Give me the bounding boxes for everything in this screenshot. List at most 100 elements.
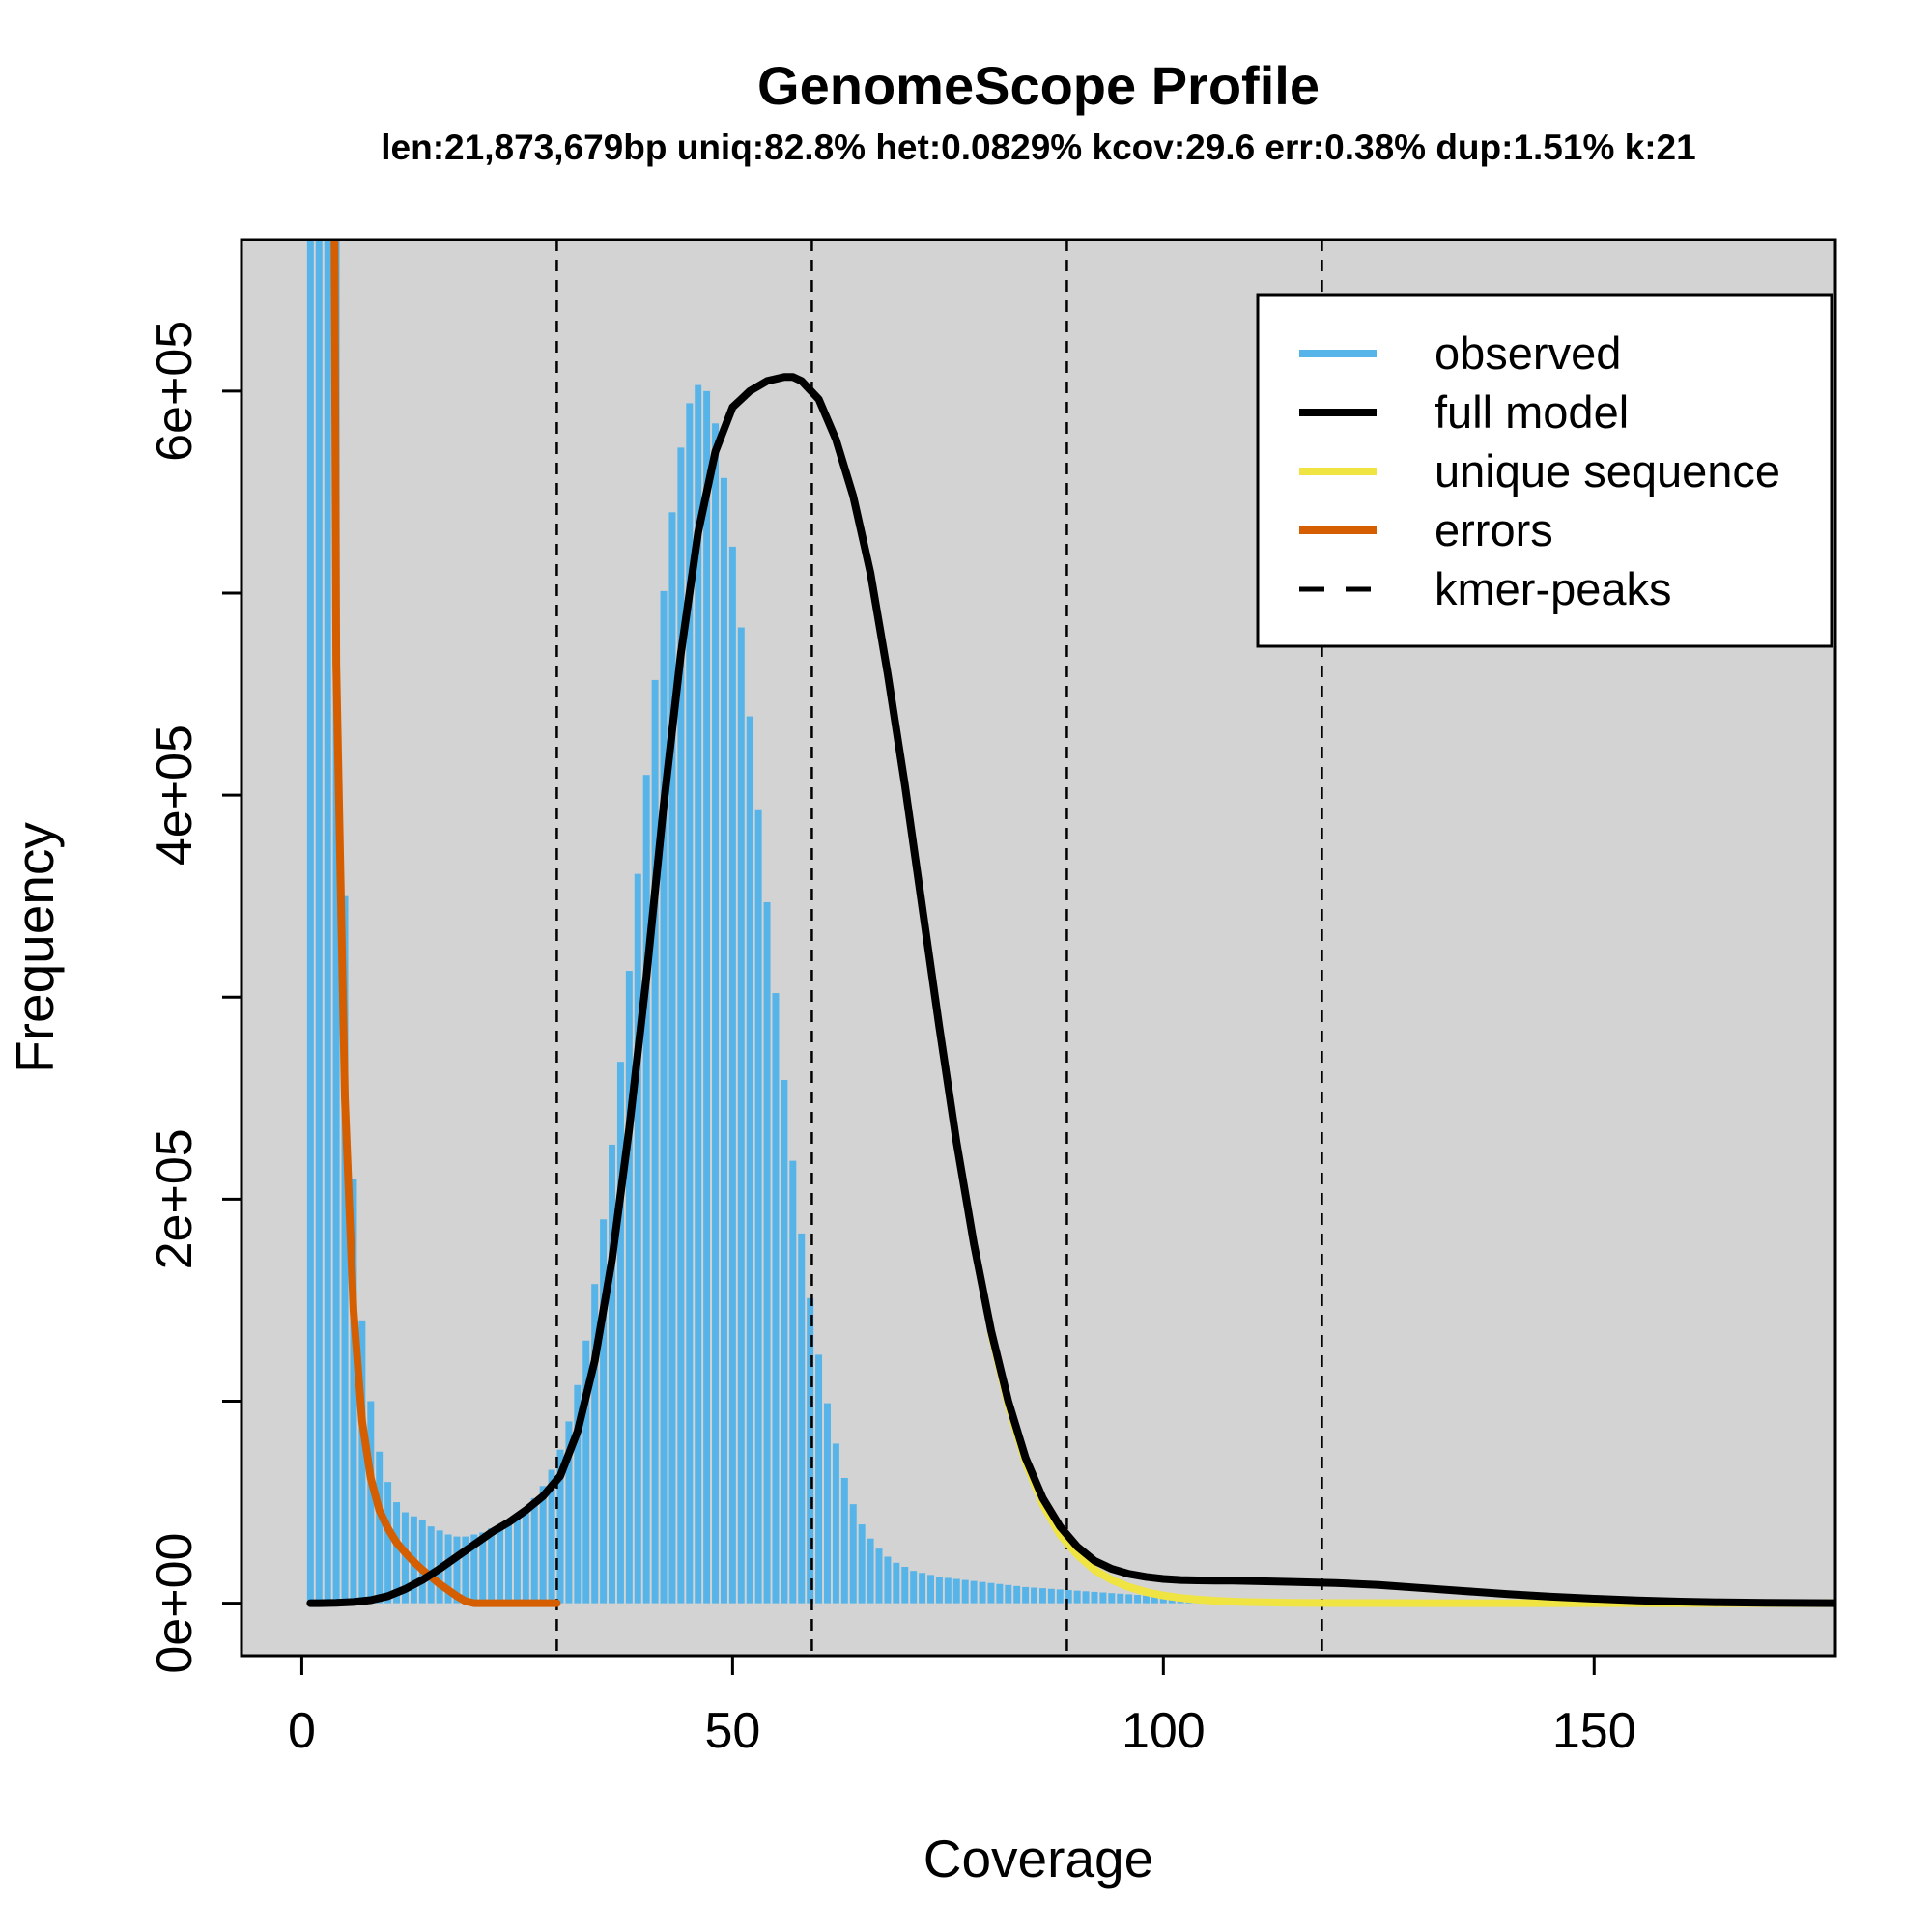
observed-bar bbox=[548, 1469, 555, 1604]
observed-bar bbox=[651, 679, 659, 1604]
y-tick-label: 4e+05 bbox=[147, 724, 203, 866]
observed-bars bbox=[306, 240, 1719, 1604]
observed-bar bbox=[867, 1538, 874, 1604]
observed-bar bbox=[427, 1526, 435, 1604]
observed-bar bbox=[1065, 1590, 1072, 1604]
observed-bar bbox=[668, 512, 676, 1604]
legend-label: observed bbox=[1435, 327, 1621, 379]
observed-bar bbox=[1005, 1584, 1012, 1604]
observed-bar bbox=[1091, 1591, 1098, 1604]
observed-bar bbox=[634, 873, 641, 1604]
observed-bar bbox=[453, 1536, 461, 1604]
y-tick-label: 6e+05 bbox=[147, 321, 203, 462]
observed-bar bbox=[1013, 1585, 1021, 1604]
observed-bar bbox=[763, 901, 771, 1604]
observed-bar bbox=[910, 1571, 918, 1604]
observed-bar bbox=[944, 1577, 952, 1604]
observed-bar bbox=[530, 1497, 538, 1604]
observed-bar bbox=[306, 240, 314, 1604]
observed-bar bbox=[462, 1536, 469, 1604]
full-model-line bbox=[306, 373, 1835, 1607]
observed-bar bbox=[952, 1578, 960, 1604]
model-lines bbox=[306, 240, 1835, 1607]
y-axis-label: Frequency bbox=[5, 822, 65, 1073]
observed-bar bbox=[901, 1566, 909, 1604]
unique-sequence-line bbox=[986, 1328, 1835, 1607]
observed-bar bbox=[582, 1340, 590, 1604]
observed-bar bbox=[350, 1179, 357, 1604]
observed-bar bbox=[513, 1514, 521, 1604]
observed-bar bbox=[781, 1079, 788, 1604]
observed-bar bbox=[556, 1449, 564, 1604]
observed-bar bbox=[1047, 1588, 1055, 1604]
observed-bar bbox=[970, 1580, 978, 1604]
observed-bar bbox=[1159, 1596, 1167, 1604]
observed-bar bbox=[616, 1062, 624, 1604]
observed-bar bbox=[358, 1320, 366, 1604]
x-tick-label: 0 bbox=[288, 1703, 316, 1759]
observed-bar bbox=[772, 993, 780, 1604]
observed-bar bbox=[444, 1534, 452, 1604]
observed-bar bbox=[815, 1354, 823, 1604]
observed-bar bbox=[754, 809, 762, 1604]
kmer-peak-lines bbox=[555, 240, 1323, 1656]
observed-bar bbox=[893, 1562, 900, 1604]
observed-bar bbox=[539, 1486, 547, 1604]
observed-bar bbox=[1073, 1590, 1081, 1604]
observed-bar bbox=[824, 1403, 831, 1604]
observed-bar bbox=[1022, 1586, 1030, 1604]
observed-bar bbox=[807, 1297, 814, 1604]
observed-bar bbox=[609, 1144, 615, 1604]
observed-bar bbox=[505, 1520, 512, 1604]
observed-bar bbox=[961, 1579, 969, 1604]
observed-bar bbox=[341, 895, 349, 1604]
observed-bar bbox=[591, 1284, 599, 1604]
y-tick-label: 2e+05 bbox=[147, 1128, 203, 1269]
observed-bar bbox=[875, 1548, 883, 1604]
observed-bar bbox=[488, 1528, 496, 1604]
legend-label: kmer-peaks bbox=[1435, 563, 1672, 614]
observed-bar bbox=[737, 627, 745, 1604]
observed-bar bbox=[393, 1502, 401, 1604]
plot-area bbox=[306, 240, 1835, 1656]
observed-bar bbox=[1134, 1595, 1142, 1604]
observed-bar bbox=[574, 1384, 582, 1604]
observed-bar bbox=[798, 1233, 806, 1604]
x-axis: 0 50 100 150 bbox=[288, 1656, 1636, 1759]
observed-bar bbox=[332, 240, 340, 1604]
observed-bar bbox=[927, 1575, 934, 1604]
observed-bar bbox=[840, 1477, 848, 1604]
observed-bar bbox=[1038, 1588, 1046, 1604]
observed-bar bbox=[858, 1524, 866, 1604]
observed-bar bbox=[789, 1160, 797, 1604]
observed-bar bbox=[642, 775, 650, 1604]
observed-bar bbox=[315, 240, 323, 1604]
errors-line bbox=[330, 240, 561, 1607]
chart-subtitle: len:21,873,679bp uniq:82.8% het:0.0829% … bbox=[381, 128, 1695, 167]
observed-bar bbox=[1143, 1595, 1150, 1604]
observed-bar bbox=[418, 1520, 426, 1604]
legend-label: errors bbox=[1435, 504, 1553, 555]
observed-bar bbox=[1082, 1591, 1090, 1604]
observed-bar bbox=[832, 1443, 839, 1604]
observed-bar bbox=[728, 546, 736, 1604]
legend: observed full model unique sequence errors k… bbox=[1256, 293, 1833, 648]
legend-label: full model bbox=[1435, 386, 1629, 438]
observed-bar bbox=[884, 1556, 892, 1604]
chart-title: GenomeScope Profile bbox=[757, 55, 1320, 116]
observed-bar bbox=[1151, 1596, 1158, 1604]
observed-bar bbox=[1108, 1593, 1116, 1604]
observed-bar bbox=[565, 1421, 573, 1604]
observed-bar bbox=[497, 1524, 504, 1604]
observed-bar bbox=[1117, 1593, 1124, 1604]
observed-bar bbox=[660, 590, 668, 1604]
observed-bar bbox=[935, 1577, 943, 1604]
x-tick-label: 100 bbox=[1122, 1703, 1206, 1759]
x-axis-label: Coverage bbox=[923, 1829, 1153, 1889]
observed-bar bbox=[746, 716, 753, 1604]
observed-bar bbox=[720, 477, 727, 1604]
legend-label: unique sequence bbox=[1435, 445, 1780, 497]
observed-bar bbox=[686, 403, 694, 1604]
observed-bar bbox=[479, 1532, 487, 1604]
